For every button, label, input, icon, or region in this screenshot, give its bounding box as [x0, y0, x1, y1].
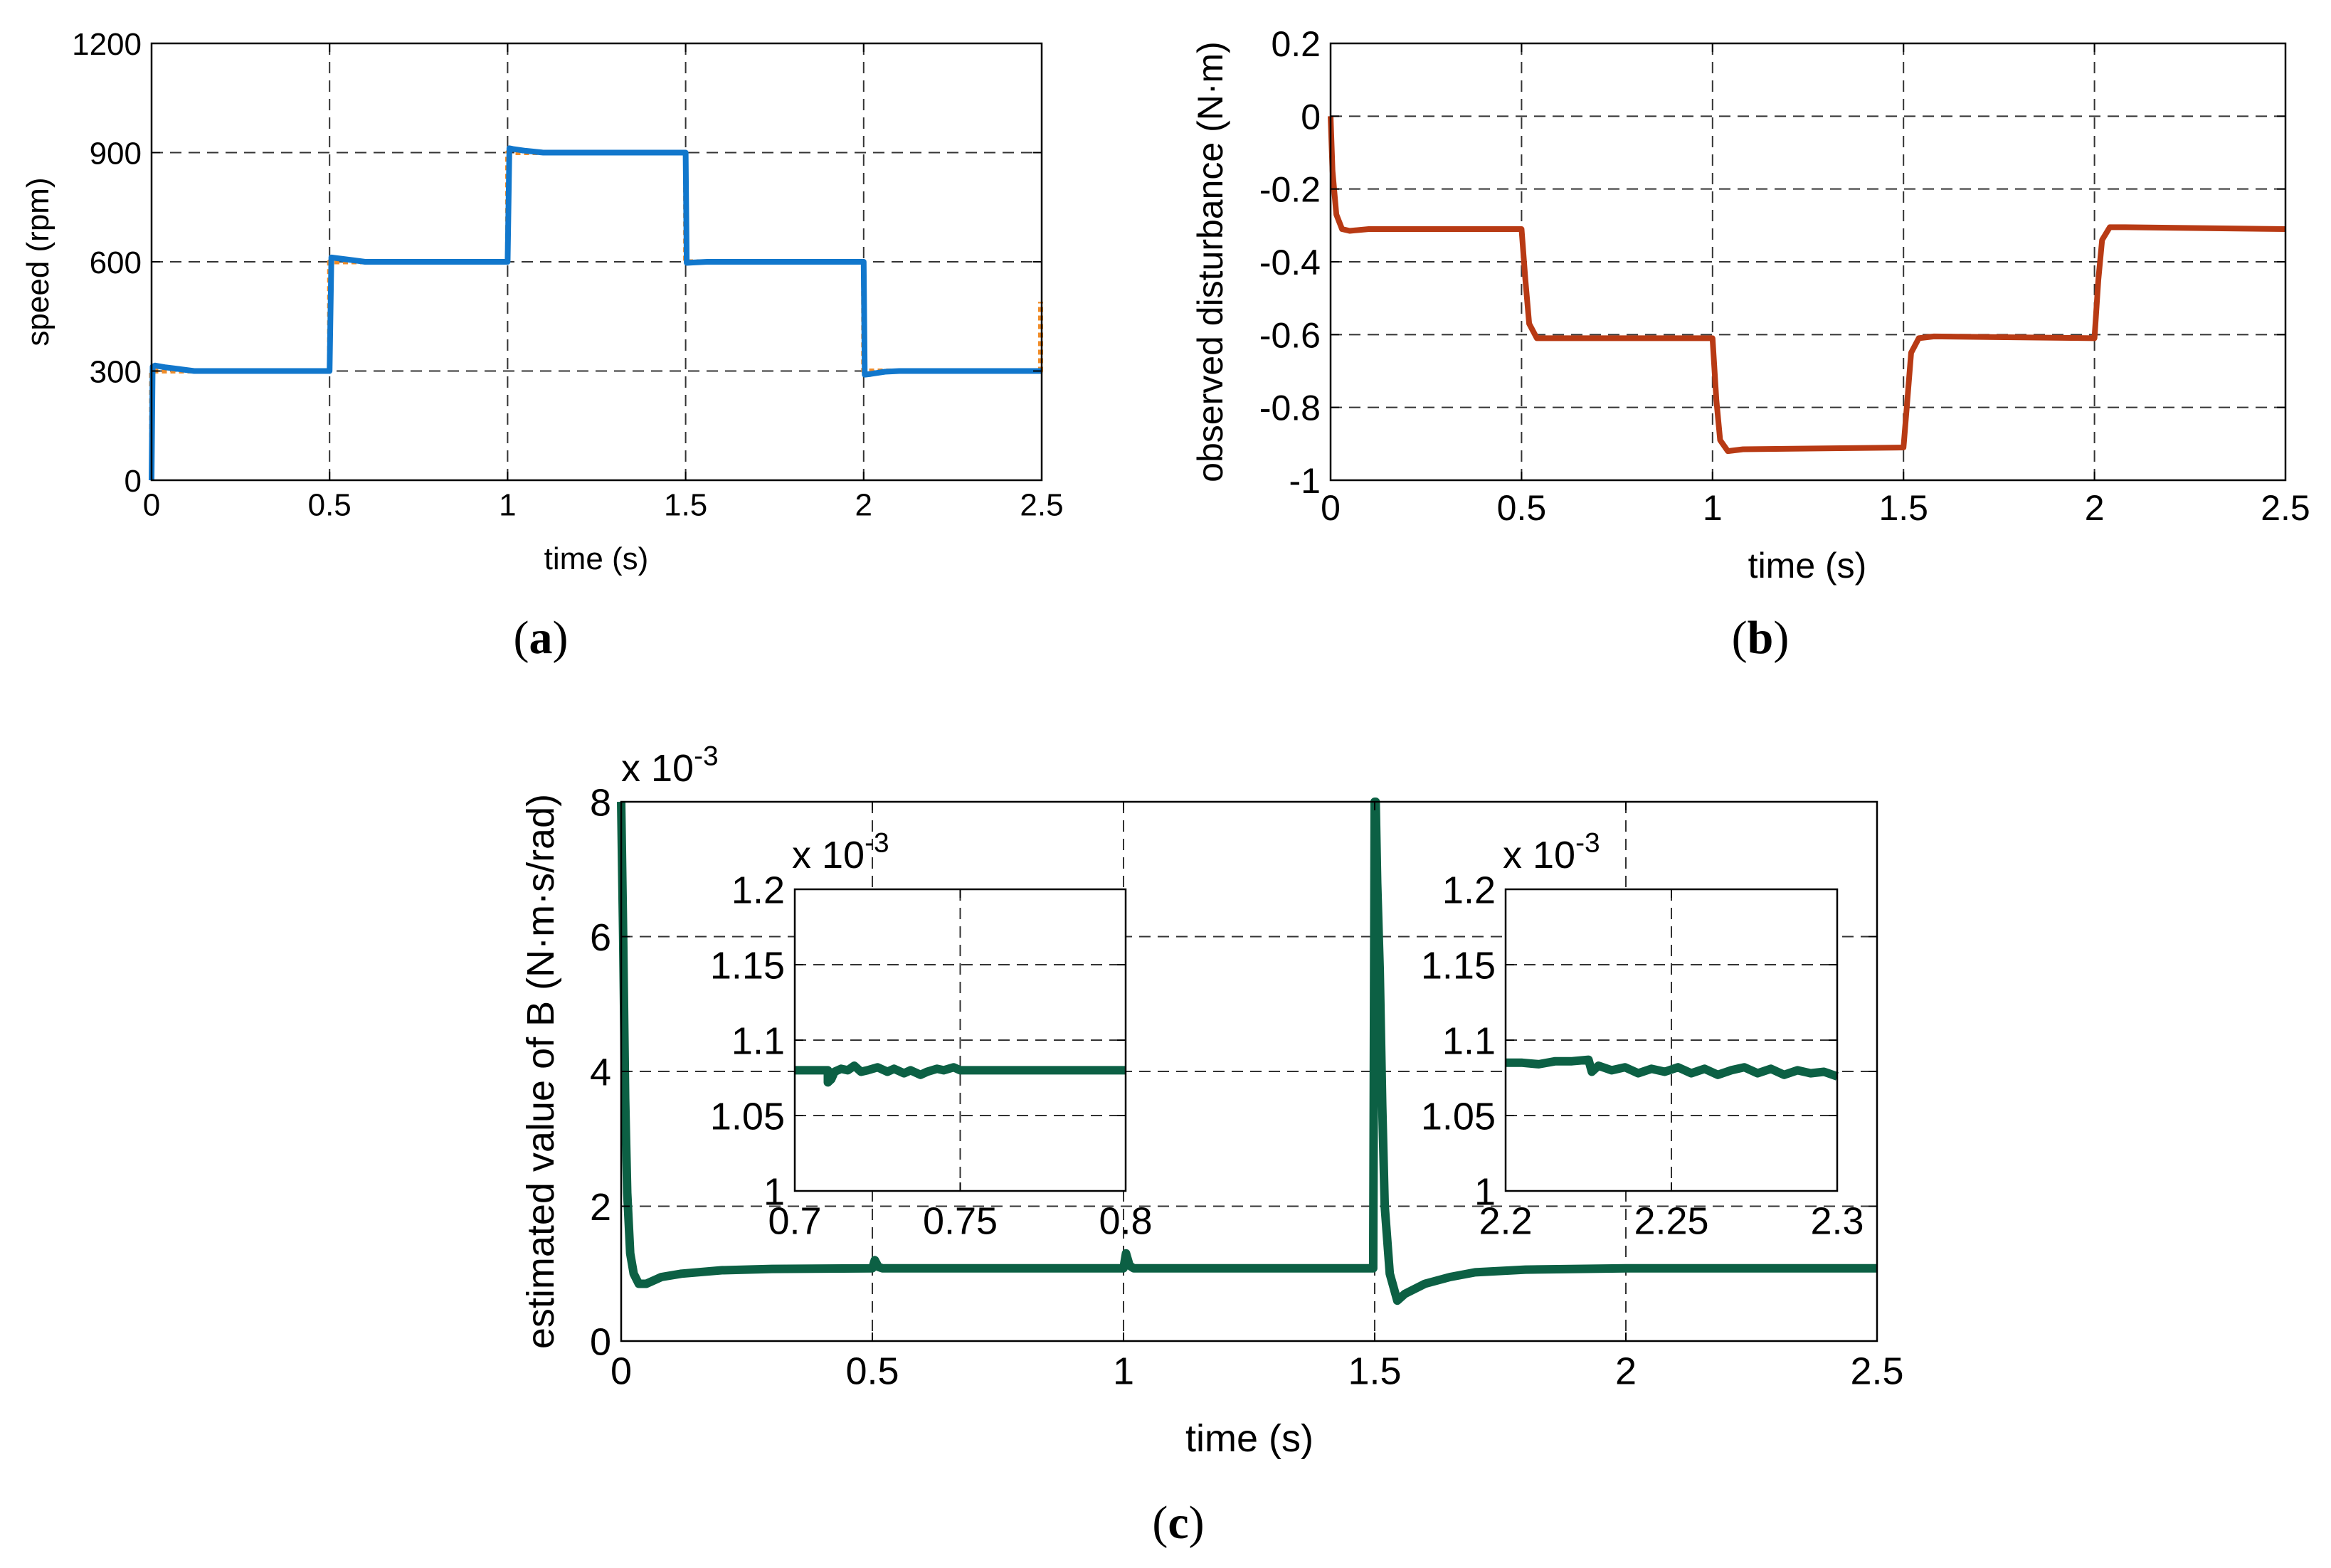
- y-tick-label: 0: [1301, 97, 1321, 137]
- plot-b: 0 0.5 1 1.5 2 2.5 -1 -0.8 -0.6 -0.4 -0.2 0 0.2 time (…: [1190, 24, 2310, 586]
- y-tick-label: 6: [590, 916, 611, 959]
- plot-c-inset-left: 0.7 0.75 0.8 1 1.05 1.1 1.15 1.2x 10-3: [710, 827, 1153, 1242]
- x-tick-label: 1.5: [1878, 488, 1928, 528]
- x-tick-label: 2: [855, 487, 872, 522]
- x-axis-label: time (s): [1185, 1417, 1314, 1460]
- x-tick-label: 0.5: [1497, 488, 1547, 528]
- x-tick-label: 0: [143, 487, 160, 522]
- y-tick-label: 1.2: [731, 869, 785, 911]
- y-tick-label: 1200: [72, 27, 142, 62]
- plot-c-inset-right: 2.2 2.25 2.3 1 1.05 1.1 1.15 1.2x 10-3: [1421, 827, 1864, 1242]
- panel-label-a: (a): [514, 612, 569, 664]
- plot-background: [1331, 43, 2285, 480]
- y-tick-label: -1: [1289, 461, 1321, 501]
- x-tick-label: 1.5: [664, 487, 707, 522]
- x-tick-label: 1: [499, 487, 516, 522]
- y-axis-label: speed (rpm): [21, 177, 56, 346]
- series-line-main: [795, 1061, 1126, 1087]
- x-axis-label: time (s): [544, 541, 649, 576]
- y-tick-label: 2: [590, 1186, 611, 1229]
- x-tick-label: 2.5: [1020, 487, 1063, 522]
- x-tick-label: 2: [1615, 1350, 1637, 1392]
- x-tick-label: 2.25: [1634, 1199, 1708, 1242]
- x-tick-label: 2.3: [1810, 1199, 1864, 1242]
- y-tick-label: 1.15: [1421, 944, 1496, 987]
- series-line-main: [1506, 1055, 1839, 1081]
- panel-label-b: (b): [1732, 612, 1790, 664]
- y-axis-exponent: x 10-3: [1503, 827, 1600, 876]
- chart-b-observed-disturbance: 0 0.5 1 1.5 2 2.5 -1 -0.8 -0.6 -0.4 -0.2 0 0.2 time (…: [1190, 24, 2310, 586]
- y-tick-label: 0.2: [1271, 24, 1321, 64]
- chart-a-speed: 0 0.5 1 1.5 2 2.5 0 300 600 900 1200 time (s) speed …: [21, 27, 1064, 576]
- x-tick-label: 0.75: [923, 1199, 998, 1242]
- x-tick-label: 2.5: [1850, 1350, 1903, 1392]
- y-tick-label: -0.6: [1259, 315, 1321, 355]
- series-line-main: [1328, 116, 2286, 455]
- y-tick-label: -0.4: [1259, 243, 1321, 282]
- y-tick-label: 0: [125, 464, 142, 499]
- x-tick-label: 0: [1321, 488, 1341, 528]
- series-line-main: [617, 798, 1877, 1305]
- x-tick-label: 0: [610, 1350, 632, 1392]
- x-tick-label: 0.8: [1099, 1199, 1152, 1242]
- x-tick-label: 0.5: [308, 487, 352, 522]
- y-tick-label: 4: [590, 1051, 611, 1093]
- y-axis-exponent: x 10-3: [621, 741, 719, 790]
- y-tick-label: 900: [90, 136, 142, 171]
- y-tick-label: 1.2: [1442, 869, 1496, 911]
- y-tick-label: 1.05: [710, 1095, 785, 1138]
- plot-a: 0 0.5 1 1.5 2 2.5 0 300 600 900 1200 time (s) speed …: [21, 27, 1064, 576]
- x-tick-label: 2: [2085, 488, 2105, 528]
- y-tick-label: 600: [90, 245, 142, 280]
- x-tick-label: 1: [1703, 488, 1723, 528]
- y-tick-label: -0.8: [1259, 388, 1321, 428]
- y-tick-label: 1.15: [710, 944, 785, 987]
- y-tick-label: 300: [90, 354, 142, 389]
- y-axis-exponent: x 10-3: [792, 827, 889, 876]
- x-tick-label: 2.5: [2261, 488, 2310, 528]
- y-tick-label: 1.1: [731, 1019, 785, 1062]
- x-axis-label: time (s): [1748, 546, 1867, 586]
- y-tick-label: 8: [590, 781, 611, 824]
- y-axis-label: estimated value of B (N·m·s/rad): [519, 794, 562, 1349]
- x-tick-label: 0.7: [768, 1199, 821, 1242]
- y-axis-label: observed disturbance (N·m): [1190, 41, 1230, 482]
- x-tick-label: 0.5: [845, 1350, 899, 1392]
- y-tick-label: -0.2: [1259, 170, 1321, 210]
- x-tick-label: 1.5: [1348, 1350, 1401, 1392]
- x-tick-label: 1: [1113, 1350, 1134, 1392]
- y-tick-label: 1.05: [1421, 1095, 1496, 1138]
- y-tick-label: 1: [1474, 1170, 1496, 1213]
- y-tick-label: 1.1: [1442, 1019, 1496, 1062]
- x-tick-label: 2.2: [1479, 1199, 1532, 1242]
- panel-label-c: (c): [1152, 1497, 1204, 1549]
- chart-c-estimated-b: 0 0.5 1 1.5 2 2.5 0 2 4 6 8 time (s) estimated value…: [519, 741, 1904, 1460]
- series-line-main: [149, 145, 1042, 481]
- y-tick-label: 0: [590, 1320, 611, 1363]
- y-tick-label: 1: [763, 1170, 785, 1213]
